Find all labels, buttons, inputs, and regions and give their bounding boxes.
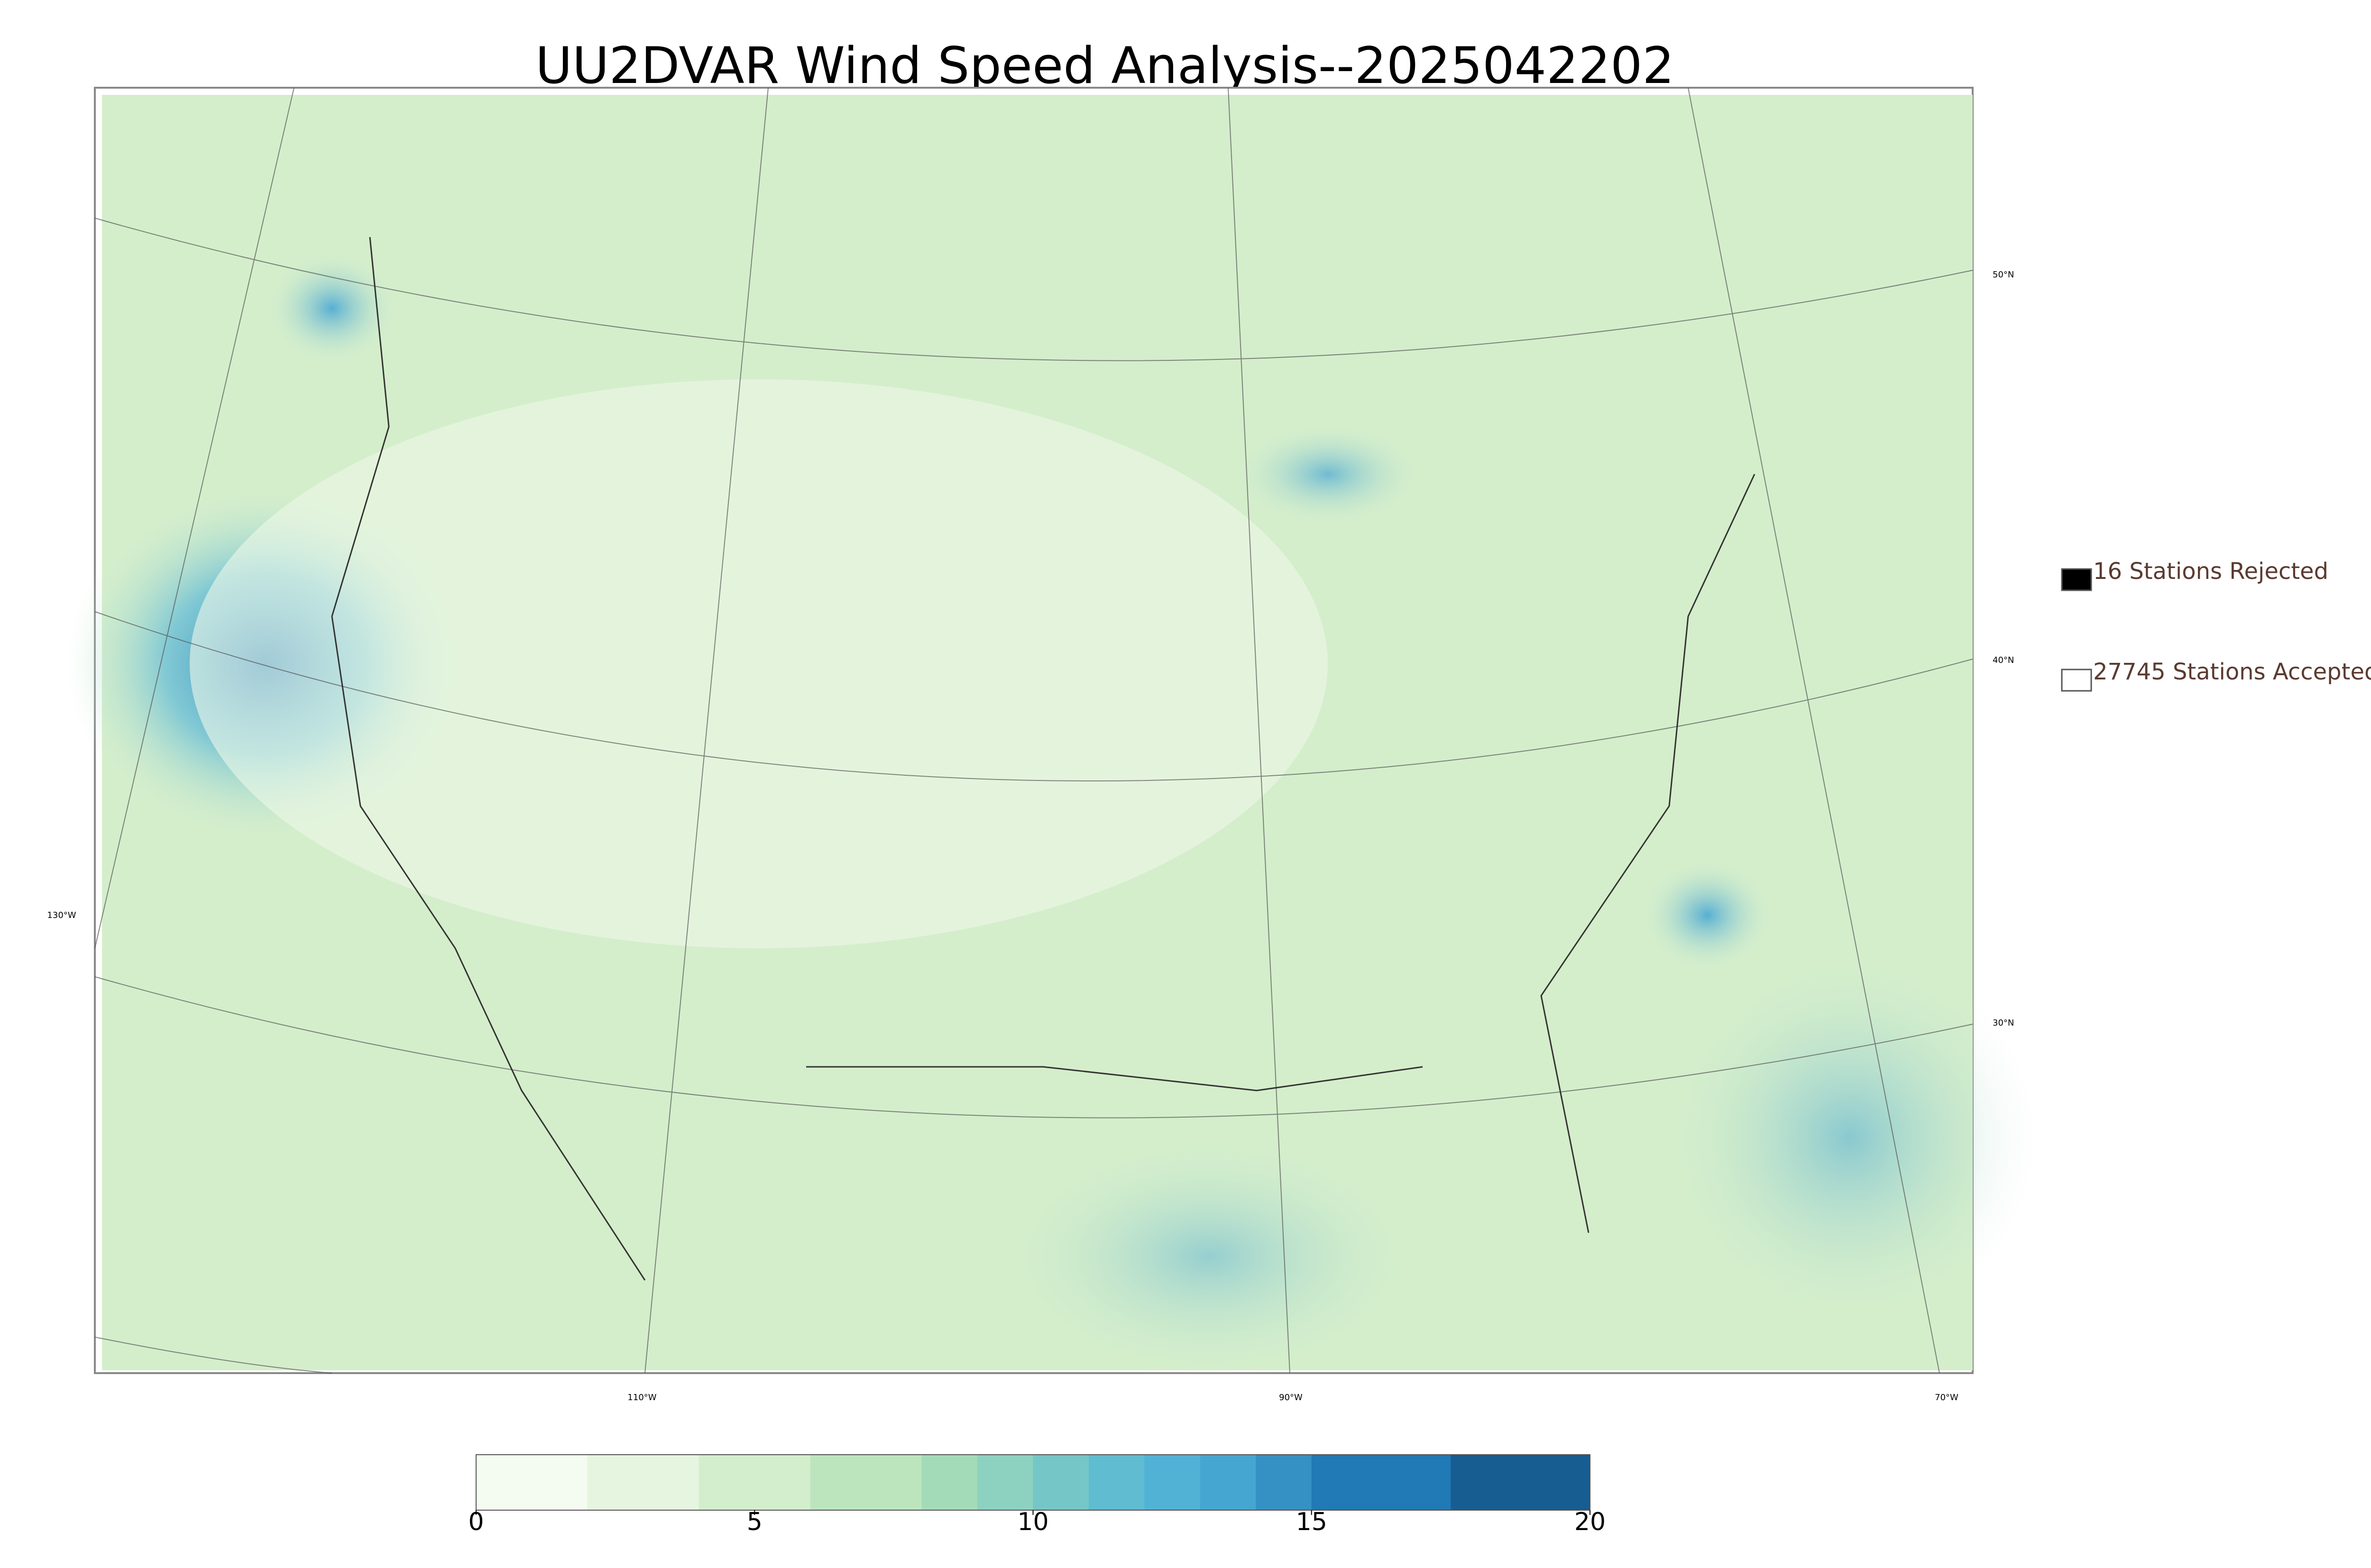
lon-label: 110°W bbox=[627, 1393, 656, 1403]
lat-label: 40°N bbox=[1993, 655, 2014, 665]
colorbar-segment bbox=[698, 1455, 811, 1510]
map bbox=[66, 87, 2039, 1380]
colorbar-segment bbox=[1311, 1455, 1451, 1510]
lon-label: 130°W bbox=[47, 910, 76, 920]
colorbar-segment bbox=[921, 1455, 978, 1510]
colorbar-tick-label: 20 bbox=[1574, 1508, 1606, 1536]
colorbar-segment bbox=[476, 1455, 588, 1510]
colorbar-segment bbox=[977, 1455, 1033, 1510]
colorbar-tick-label: 5 bbox=[747, 1508, 763, 1536]
lat-label: 30°N bbox=[1993, 1018, 2014, 1028]
lon-label: 90°W bbox=[1279, 1393, 1303, 1403]
colorbar-segment bbox=[1200, 1455, 1256, 1510]
lon-label: 70°W bbox=[1935, 1393, 1958, 1403]
colorbar-segment bbox=[810, 1455, 922, 1510]
colorbar-segment bbox=[1451, 1455, 1590, 1510]
colorbar-segment bbox=[1256, 1455, 1312, 1510]
colorbar-segment bbox=[1033, 1455, 1089, 1510]
colorbar-tick-label: 0 bbox=[468, 1508, 484, 1536]
legend-label: 16 Stations Rejected bbox=[2093, 558, 2328, 585]
title: UU2DVAR Wind Speed Analysis--2025042202 bbox=[535, 37, 1674, 95]
colorbar-tick-label: 15 bbox=[1296, 1508, 1327, 1536]
colorbar-segment bbox=[1088, 1455, 1145, 1510]
legend: 16 Stations Rejected 27745 Stations Accep… bbox=[2061, 558, 2371, 692]
legend-label: 27745 Stations Accepted bbox=[2093, 659, 2371, 685]
legend-swatch bbox=[2061, 669, 2092, 692]
lat-label: 50°N bbox=[1993, 270, 2014, 280]
colorbar-segment bbox=[587, 1455, 699, 1510]
colorbar-segment bbox=[1144, 1455, 1201, 1510]
colorbar: 0 5 10 15 20 bbox=[468, 1454, 1606, 1536]
colorbar-tick-label: 10 bbox=[1017, 1508, 1048, 1536]
legend-swatch bbox=[2061, 568, 2092, 591]
